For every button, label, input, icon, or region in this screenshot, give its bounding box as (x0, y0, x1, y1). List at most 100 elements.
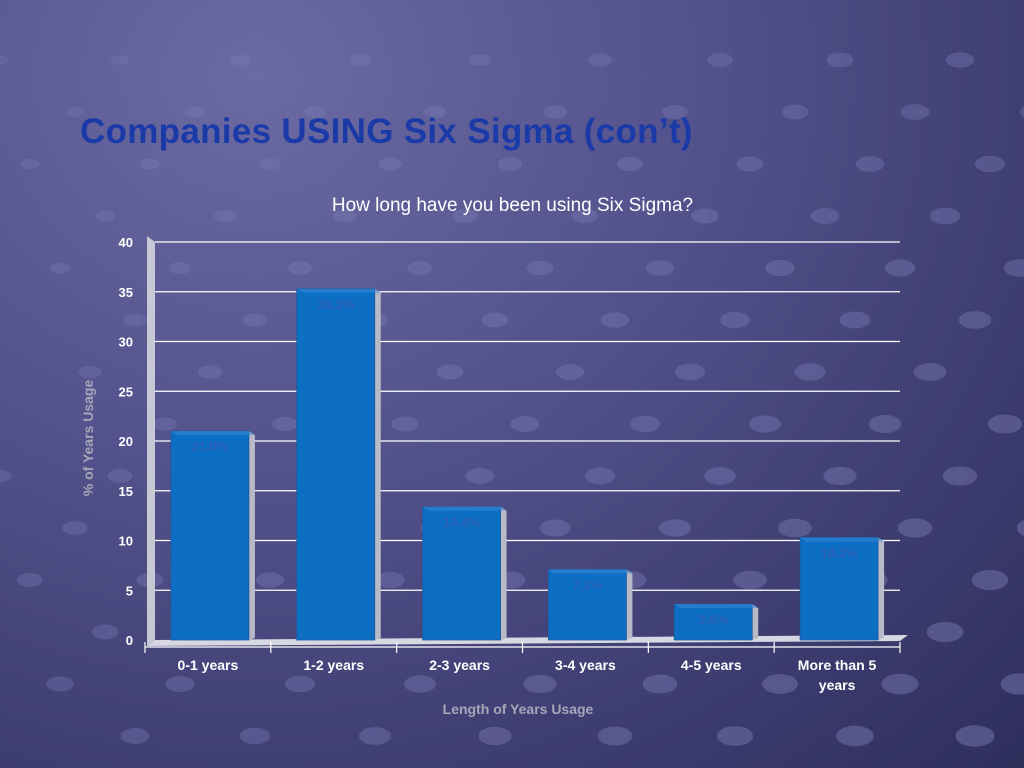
background-dot (839, 311, 871, 329)
data-label: 21.0% (191, 439, 228, 454)
background-dot (78, 365, 102, 379)
background-dot (255, 572, 285, 588)
bar (422, 506, 501, 641)
background-dot (46, 676, 74, 692)
background-dot (778, 518, 812, 538)
background-dot (49, 262, 71, 274)
background-dot (836, 725, 874, 747)
background-dot (243, 313, 267, 327)
background-dot (658, 519, 692, 537)
y-tick-label: 40 (119, 235, 133, 250)
background-dot (881, 673, 919, 695)
background-dot (139, 158, 161, 170)
background-dot (662, 104, 688, 120)
background-dot (1003, 259, 1024, 277)
background-dot (929, 207, 961, 225)
background-dot (1000, 673, 1024, 695)
background-dot (539, 519, 571, 537)
background-dot (900, 104, 930, 120)
background-dot (0, 55, 9, 65)
bar-top (170, 431, 255, 436)
bar (799, 537, 879, 641)
background-dot (971, 569, 1009, 591)
background-dot (826, 52, 854, 68)
background-dot (707, 53, 733, 67)
background-dot (239, 727, 271, 745)
y-tick-label: 20 (119, 434, 133, 449)
y-tick-label: 15 (119, 484, 133, 499)
background-dot (349, 54, 371, 66)
background-dot (716, 726, 754, 746)
background-dot (0, 469, 12, 483)
background-dot (65, 106, 85, 118)
background-dot (617, 156, 643, 172)
x-category-label: 0-1 years (178, 657, 239, 673)
background-dot (823, 466, 857, 486)
background-dot (646, 260, 674, 276)
bar-side (878, 537, 885, 640)
background-dot (765, 259, 795, 277)
background-dot (958, 311, 992, 329)
background-dot (855, 156, 885, 172)
y-tick-label: 5 (126, 583, 133, 598)
bar-side (626, 569, 633, 640)
background-dot (359, 727, 391, 745)
background-dot (868, 414, 902, 434)
background-dot (304, 106, 326, 118)
background-dot (733, 570, 767, 590)
background-dot (378, 157, 402, 171)
bar-top (422, 506, 507, 511)
x-category-label: More than 5 years (798, 657, 877, 693)
background-dot (762, 674, 798, 694)
background-dot (17, 573, 43, 587)
background-dot (584, 467, 616, 485)
background-dot (913, 363, 947, 381)
data-label: 10.3% (821, 546, 858, 561)
bar-top (800, 537, 885, 542)
background-dot (468, 53, 492, 67)
background-dot (897, 518, 933, 538)
y-tick-label: 0 (126, 633, 133, 648)
background-dot (436, 364, 464, 380)
background-dot (794, 363, 826, 381)
data-label: 13.4% (443, 515, 480, 530)
background-dot (213, 209, 237, 223)
chart-floor (147, 635, 908, 646)
y-tick-label: 25 (119, 384, 133, 399)
background-dot (542, 105, 568, 119)
background-dot (375, 571, 405, 589)
background-dot (810, 208, 840, 224)
y-axis-title: % of Years Usage (80, 380, 96, 497)
bar (673, 603, 753, 641)
background-dot (1016, 520, 1024, 536)
bar-side (248, 431, 255, 640)
background-dot (987, 414, 1023, 434)
background-dot (481, 312, 509, 328)
background-dot (704, 467, 736, 485)
background-dot (781, 104, 809, 120)
x-category-label: 4-5 years (681, 657, 742, 673)
chart-side-wall (147, 236, 155, 646)
x-category-label: 1-2 years (303, 657, 364, 673)
background-dot (510, 416, 540, 432)
background-dot (120, 728, 150, 744)
data-label: 3.6% (698, 612, 728, 627)
background-dot (152, 417, 178, 431)
background-dot (555, 364, 585, 380)
background-dot (452, 209, 478, 223)
background-dot (107, 469, 133, 483)
background-dot (526, 260, 554, 276)
background-dot (942, 466, 978, 486)
background-dot (20, 158, 40, 170)
background-dot (94, 210, 116, 222)
bar-top (548, 569, 633, 574)
background-dot (333, 209, 357, 223)
y-tick-label: 35 (119, 285, 133, 300)
chart-title: How long have you been using Six Sigma? (332, 195, 693, 216)
background-dot (691, 208, 719, 224)
background-dot (259, 158, 281, 170)
background-dot (749, 415, 781, 433)
background-dot (123, 313, 147, 327)
background-dot (91, 624, 119, 640)
background-dot (165, 676, 195, 692)
